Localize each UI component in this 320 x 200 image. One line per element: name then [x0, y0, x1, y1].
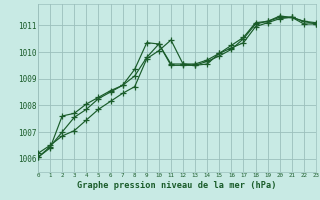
X-axis label: Graphe pression niveau de la mer (hPa): Graphe pression niveau de la mer (hPa)	[77, 181, 277, 190]
